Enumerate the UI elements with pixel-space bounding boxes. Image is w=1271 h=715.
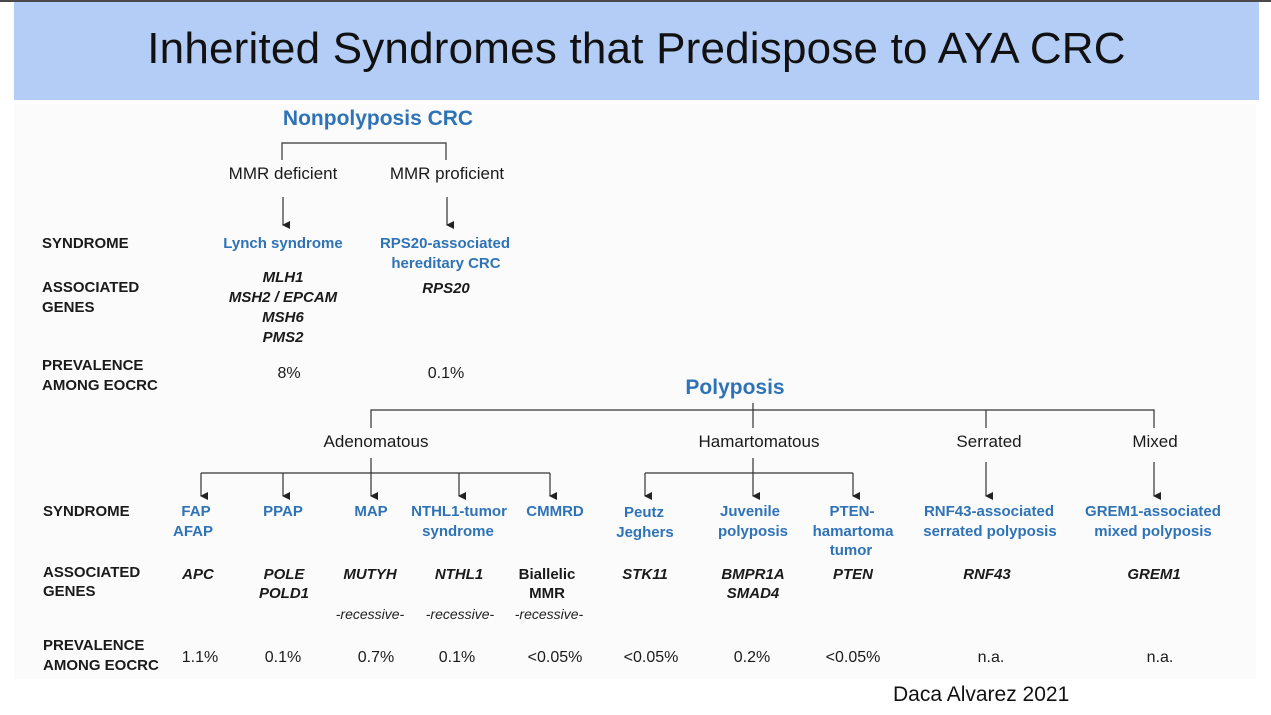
fap-name-line2: AFAP — [172, 523, 214, 540]
rps20-syndrome-name-line1: RPS20-associated — [379, 235, 511, 252]
row-label-prevalence-line2: AMONG EOCRC — [42, 377, 158, 394]
rnf43-gene: RNF43 — [963, 566, 1011, 583]
peutz-jeghers-prevalence: <0.05% — [623, 649, 679, 666]
page-title: Inherited Syndromes that Predispose to A… — [147, 24, 1126, 73]
title-banner: Inherited Syndromes that Predispose to A… — [14, 2, 1259, 100]
serrated-label: Serrated — [956, 432, 1022, 451]
lynch-syndrome-name: Lynch syndrome — [223, 235, 343, 252]
row-label-genes-lower-line2: GENES — [43, 583, 96, 600]
pten-prevalence: <0.05% — [825, 649, 881, 666]
nthl1-recessive-note: -recessive- — [425, 606, 495, 622]
row-label-genes-lower-line1: ASSOCIATED — [43, 564, 141, 581]
nthl1-prevalence: 0.1% — [438, 649, 476, 666]
fap-name-line1: FAP — [181, 503, 211, 520]
lynch-prevalence: 8% — [277, 365, 301, 382]
juvenile-polyposis-name-line1: Juvenile — [719, 503, 781, 520]
fap-prevalence: 1.1% — [181, 649, 219, 666]
citation: Daca Alvarez 2021 — [893, 683, 1070, 706]
peutz-jeghers-gene: STK11 — [622, 566, 668, 583]
rps20-syndrome-name-line2: hereditary CRC — [391, 255, 501, 272]
row-label-syndrome: SYNDROME — [42, 235, 129, 252]
row-label-syndrome-lower: SYNDROME — [43, 503, 130, 520]
rps20-gene: RPS20 — [422, 280, 470, 297]
rnf43-name-line2: serrated polyposis — [923, 523, 1057, 540]
ppap-name: PPAP — [263, 503, 303, 520]
rps20-prevalence: 0.1% — [427, 365, 465, 382]
row-label-genes-line2: GENES — [42, 299, 95, 316]
map-prevalence: 0.7% — [357, 649, 395, 666]
ppap-prevalence: 0.1% — [264, 649, 302, 666]
adenomatous-label: Adenomatous — [323, 432, 429, 451]
cmmrd-recessive-note: -recessive- — [514, 606, 584, 622]
ppap-gene-pold1: POLD1 — [258, 585, 310, 602]
grem1-gene: GREM1 — [1127, 566, 1181, 583]
pten-gene: PTEN — [832, 566, 874, 583]
diagram-panel — [14, 104, 1256, 679]
cmmrd-gene-line2: MMR — [529, 585, 565, 602]
map-gene: MUTYH — [343, 566, 397, 583]
fap-gene: APC — [182, 566, 214, 583]
cmmrd-prevalence: <0.05% — [527, 649, 583, 666]
rnf43-prevalence: n.a. — [977, 649, 1005, 666]
lynch-gene-msh6: MSH6 — [262, 309, 304, 326]
juvenile-polyposis-name-line2: polyposis — [717, 523, 789, 540]
cmmrd-gene-line1: Biallelic — [518, 566, 576, 583]
lynch-gene-mlh1: MLH1 — [262, 269, 304, 286]
cmmrd-name: CMMRD — [526, 503, 584, 520]
juvenile-polyposis-prevalence: 0.2% — [733, 649, 771, 666]
grem1-name-line2: mixed polyposis — [1094, 523, 1212, 540]
map-recessive-note: -recessive- — [335, 606, 405, 622]
mmr-deficient-label: MMR deficient — [228, 164, 338, 183]
pten-name-line1: PTEN- — [829, 503, 875, 520]
map-name: MAP — [354, 503, 388, 520]
juvenile-gene-smad4: SMAD4 — [726, 585, 780, 602]
polyposis-header: Polyposis — [685, 376, 785, 399]
mixed-label: Mixed — [1132, 432, 1178, 451]
pten-name-line2: hamartoma — [812, 523, 894, 540]
top-rule — [0, 0, 1271, 2]
grem1-prevalence: n.a. — [1146, 649, 1174, 666]
peutz-jeghers-name-line2: Jeghers — [616, 524, 674, 541]
nthl1-gene: NTHL1 — [434, 566, 484, 583]
row-label-genes-line1: ASSOCIATED — [42, 279, 140, 296]
grem1-name-line1: GREM1-associated — [1085, 503, 1221, 520]
row-label-prevalence-line1: PREVALENCE — [42, 357, 144, 374]
hamartomatous-label: Hamartomatous — [698, 432, 820, 451]
lynch-gene-msh2-epcam: MSH2 / EPCAM — [228, 289, 338, 306]
pten-name-line3: tumor — [829, 542, 873, 559]
lynch-gene-pms2: PMS2 — [262, 329, 304, 346]
juvenile-gene-bmpr1a: BMPR1A — [721, 566, 785, 583]
nonpolyposis-header: Nonpolyposis CRC — [282, 107, 474, 130]
row-label-prevalence-lower-line1: PREVALENCE — [43, 637, 145, 654]
nthl1-name-line2: syndrome — [422, 523, 494, 540]
ppap-gene-pole: POLE — [263, 566, 305, 583]
row-label-prevalence-lower-line2: AMONG EOCRC — [43, 657, 159, 674]
peutz-jeghers-name-line1: Peutz — [623, 504, 665, 521]
mmr-proficient-label: MMR proficient — [389, 164, 505, 183]
rnf43-name-line1: RNF43-associated — [923, 503, 1055, 520]
nthl1-name-line1: NTHL1-tumor — [411, 503, 507, 520]
